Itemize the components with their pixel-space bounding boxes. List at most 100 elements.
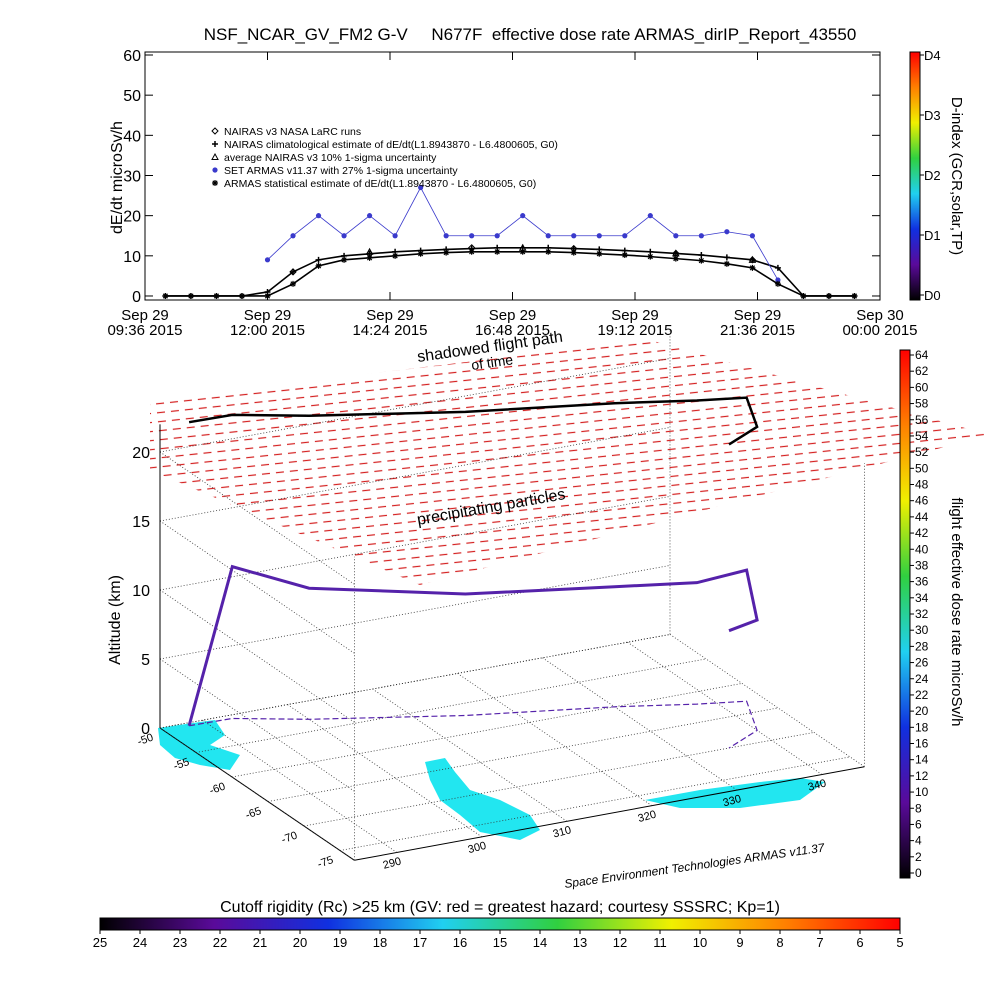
colorbar-tick-label: 22 [915, 688, 929, 702]
precipitation-plane [150, 340, 990, 585]
data-point [825, 292, 832, 299]
colorbar-tick-label: 24 [915, 672, 929, 686]
x-tick-label: Sep 29 21:36 2015 [720, 307, 795, 339]
data-point [647, 213, 653, 219]
annotation: of time [470, 351, 514, 373]
legend-symbol [212, 180, 218, 186]
colorbar-tick-label: 36 [915, 575, 929, 589]
data-point [366, 254, 373, 261]
data-point [622, 233, 628, 239]
colorbar-tick-label: D4 [924, 48, 941, 63]
colorbar-tick-label: 58 [915, 397, 929, 411]
grid-line [159, 565, 671, 660]
grid-line [231, 683, 743, 778]
colorbar-tick-label: 23 [173, 935, 187, 950]
y-tick-label: 0 [132, 289, 141, 306]
data-point [698, 257, 705, 264]
data-point [392, 233, 398, 239]
colorbar-tick-label: 16 [915, 737, 929, 751]
legend-symbol [211, 152, 219, 160]
x-tick-label: Sep 30 00:00 2015 [842, 307, 917, 339]
data-point [365, 247, 374, 255]
data-point [187, 292, 194, 299]
data-point [749, 233, 755, 239]
lat-tick-label: -65 [244, 805, 263, 822]
data-point [341, 233, 347, 239]
y-tick-label: 10 [123, 249, 141, 266]
data-point [315, 262, 322, 269]
legend-symbol [212, 167, 218, 173]
data-point [443, 233, 449, 239]
colorbar-tick-label: 44 [915, 510, 929, 524]
data-point [418, 184, 424, 191]
colorbar-tick-label: 4 [915, 834, 922, 848]
colorbar-tick-label: 2 [915, 850, 922, 864]
data-point [366, 213, 373, 219]
flight-track [187, 564, 759, 727]
box-edge [669, 634, 865, 768]
data-point [698, 252, 705, 259]
colorbar-tick-label: 56 [915, 413, 929, 427]
colorbar-tick-label: D0 [924, 288, 941, 303]
grid-line [159, 727, 355, 861]
data-point [468, 248, 475, 255]
colorbar-label: D-index (GCR,solar,TP) [948, 97, 965, 255]
data-point [596, 250, 603, 257]
ground-track [188, 700, 758, 749]
lon-tick-label: 340 [807, 777, 828, 793]
z-tick-label: 15 [132, 514, 150, 531]
data-point [672, 255, 679, 262]
data-point [698, 233, 704, 239]
colorbar-tick-label: 64 [915, 348, 929, 362]
colorbar-tick-label: 14 [915, 753, 929, 767]
y-axis-label: dE/dt microSv/h [109, 121, 126, 234]
legend-symbol [211, 127, 219, 135]
data-point [724, 229, 730, 235]
grid-line [159, 634, 671, 729]
colorbar-tick-label: 10 [693, 935, 707, 950]
data-point [264, 257, 271, 263]
data-point [469, 233, 475, 239]
colorbar [99, 917, 901, 931]
data-point [723, 254, 730, 261]
grid-line [195, 658, 707, 753]
colorbar-tick-label: 12 [613, 935, 627, 950]
data-point [570, 249, 577, 256]
colorbar-tick-label: 14 [533, 935, 547, 950]
colorbar-label: flight effective dose rate microSv/h [948, 498, 965, 727]
lon-tick-label: 290 [382, 855, 403, 871]
series-line [165, 246, 855, 297]
colorbar-tick-label: 46 [915, 494, 929, 508]
colorbar-tick-label: 62 [915, 364, 929, 378]
data-point [519, 248, 526, 255]
z-tick-label: 20 [132, 445, 150, 462]
x-tick-label: Sep 29 09:36 2015 [107, 307, 182, 339]
colorbar-tick-label: 9 [736, 935, 743, 950]
data-point [851, 292, 858, 299]
colorbar-tick-label: 6 [915, 817, 922, 831]
data-point [264, 292, 271, 299]
data-point [290, 268, 297, 275]
colorbar-tick-label: 10 [915, 785, 929, 799]
legend-label: ARMAS statistical estimate of dE/dt(L1.8… [224, 178, 536, 190]
z-axis-label: Altitude (km) [107, 575, 124, 665]
colorbar-tick-label: 34 [915, 591, 929, 605]
colorbar-tick-label: 7 [816, 935, 823, 950]
colorbar-tick-label: 5 [896, 935, 903, 950]
colorbar-tick-label: 18 [373, 935, 387, 950]
data-point [775, 277, 781, 283]
colorbar-tick-label: 26 [915, 656, 929, 670]
grid-line [287, 704, 483, 838]
z-tick-label: 0 [141, 721, 150, 738]
box-edge [354, 766, 865, 861]
colorbar-tick-label: 21 [253, 935, 267, 950]
data-point [315, 256, 322, 263]
data-point [545, 233, 551, 239]
grid-line [457, 673, 653, 807]
data-point [392, 252, 399, 259]
z-tick-label: 10 [132, 583, 150, 600]
colorbar-tick-label: 17 [413, 935, 427, 950]
legend-label: average NAIRAS v3 10% 1-sigma uncertaint… [224, 152, 437, 164]
